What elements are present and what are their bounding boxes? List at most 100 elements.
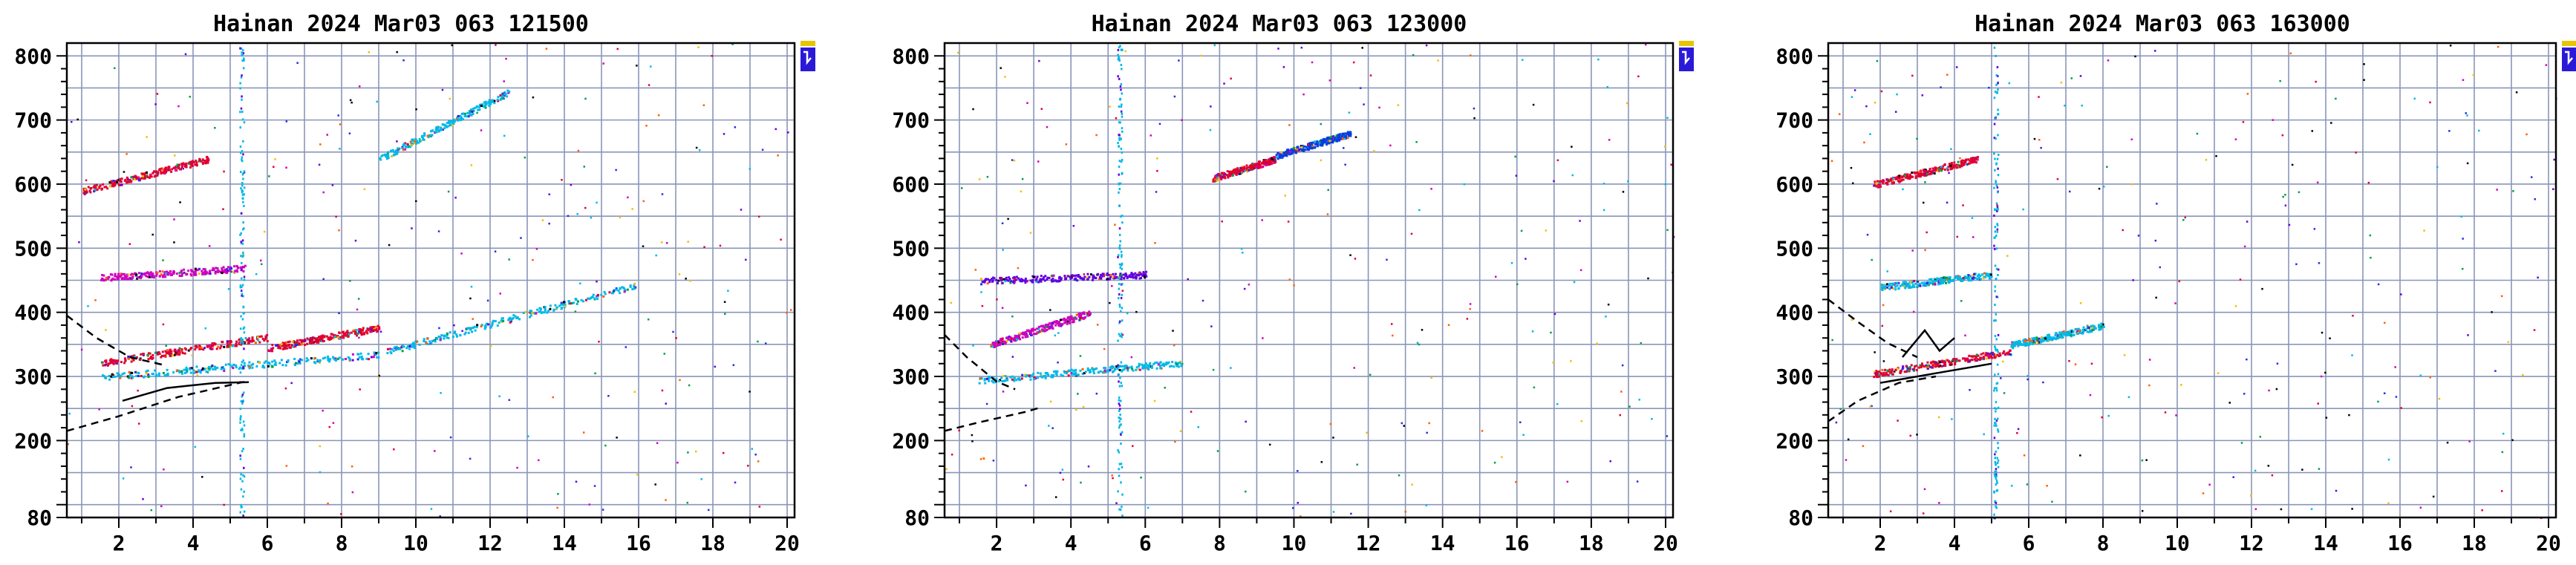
echo-point [700, 478, 702, 480]
echo-point [2029, 341, 2032, 344]
echo-point [2018, 343, 2021, 346]
echo-point [156, 174, 159, 177]
echo-point [220, 344, 223, 347]
echo-point [214, 342, 217, 345]
echo-point [2363, 63, 2365, 65]
echo-point [1103, 347, 1106, 350]
y-tick-label: 300 [892, 365, 930, 389]
echo-point [379, 158, 382, 161]
echo-point [146, 172, 149, 174]
echo-point [124, 178, 127, 181]
echo-point [339, 337, 342, 340]
echo-point [1130, 356, 1133, 359]
echo-point [2103, 186, 2105, 188]
echo-point [1087, 466, 1090, 468]
x-tick-label: 8 [1213, 531, 1226, 555]
echo-point [209, 272, 212, 275]
echo-point [1987, 355, 1990, 358]
echo-point [1119, 85, 1122, 88]
echo-point [1083, 275, 1086, 278]
echo-point [1875, 182, 1878, 185]
echo-point [1071, 274, 1074, 277]
echo-point [1124, 272, 1127, 275]
echo-point [1121, 506, 1123, 509]
echo-point [1066, 320, 1069, 323]
echo-point [1975, 157, 1977, 160]
echo-point [1972, 355, 1975, 358]
echo-point [280, 342, 283, 345]
echo-point [332, 333, 335, 336]
echo-point [2044, 337, 2047, 340]
echo-point [1049, 309, 1051, 311]
echo-point [123, 272, 126, 275]
echo-point [1943, 280, 1946, 283]
echo-point [440, 126, 443, 129]
echo-point [254, 342, 257, 344]
echo-point [2046, 339, 2049, 342]
echo-point [2174, 302, 2176, 304]
echo-point [391, 148, 394, 151]
echo-point [1262, 337, 1264, 339]
echo-point [2089, 393, 2092, 396]
echo-point [1048, 425, 1050, 427]
echo-point [1132, 273, 1135, 276]
echo-point [116, 359, 119, 362]
echo-point [2491, 311, 2493, 313]
echo-point [242, 253, 244, 255]
echo-point [496, 99, 499, 102]
echo-point [179, 168, 182, 171]
echo-point [2013, 341, 2016, 344]
echo-point [106, 187, 109, 190]
y-tick-label: 800 [14, 44, 52, 68]
echo-point [1647, 277, 1649, 280]
echo-point [1992, 353, 1995, 356]
x-tick-label: 16 [1504, 531, 1530, 555]
echo-point [166, 270, 169, 273]
echo-point [1300, 149, 1303, 152]
echo-point [271, 344, 274, 347]
echo-point [1936, 362, 1939, 365]
echo-point [1425, 44, 1428, 47]
echo-point [350, 101, 353, 104]
echo-point [535, 248, 538, 250]
echo-point [2070, 332, 2073, 335]
echo-point [1874, 183, 1877, 186]
echo-point [1014, 278, 1017, 281]
echo-point [215, 366, 218, 369]
echo-point [524, 310, 527, 313]
echo-point [584, 206, 587, 209]
echo-point [1004, 375, 1007, 378]
echo-point [443, 335, 446, 338]
echo-point [351, 491, 354, 494]
echo-point [236, 267, 239, 270]
echo-point [703, 246, 705, 249]
echo-point [1320, 461, 1323, 463]
echo-point [1024, 280, 1027, 283]
echo-point [2013, 344, 2016, 347]
echo-point [1072, 225, 1075, 227]
echo-point [997, 343, 1000, 346]
echo-point [1934, 167, 1937, 170]
echo-point [166, 169, 169, 172]
echo-point [241, 339, 244, 342]
echo-point [396, 140, 398, 143]
echo-point [357, 330, 360, 333]
echo-point [341, 331, 344, 334]
echo-point [1920, 174, 1923, 177]
echo-point [1069, 277, 1072, 280]
echo-point [395, 151, 398, 154]
echo-point [1111, 284, 1113, 287]
echo-point [1271, 157, 1274, 160]
echo-point [120, 183, 123, 186]
echo-point [1086, 312, 1089, 315]
echo-point [1946, 169, 1949, 172]
echo-point [357, 353, 360, 356]
echo-point [224, 268, 226, 271]
echo-point [1907, 369, 1910, 372]
echo-point [363, 331, 366, 334]
echo-point [1886, 369, 1889, 372]
echo-point [240, 400, 243, 403]
echo-point [239, 408, 242, 411]
echo-point [1257, 160, 1260, 163]
echo-point [228, 340, 231, 343]
